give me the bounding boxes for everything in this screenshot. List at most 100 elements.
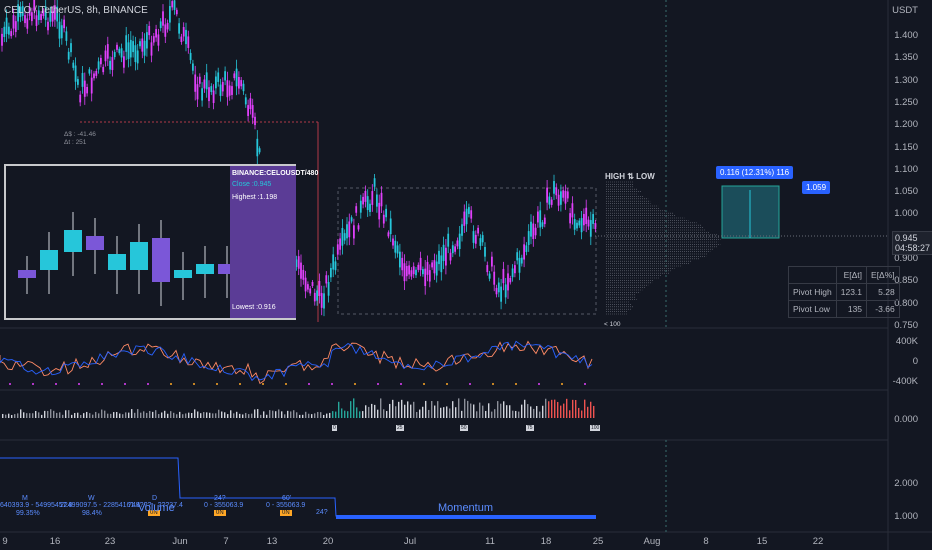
flow-bar bbox=[386, 411, 388, 418]
flow-bar bbox=[179, 411, 181, 418]
flow-bar bbox=[74, 413, 76, 418]
flow-bar bbox=[302, 414, 304, 418]
flow-bar bbox=[101, 409, 103, 418]
candle-body bbox=[127, 42, 130, 60]
candle-body bbox=[42, 10, 45, 17]
candle-body bbox=[242, 83, 245, 92]
inset-panel[interactable]: BINANCE:CELOUSDT/480 Close :0.945 Highes… bbox=[4, 164, 318, 320]
candle-body bbox=[580, 218, 583, 233]
candle-body bbox=[394, 240, 397, 253]
candle-body bbox=[28, 7, 31, 16]
flow-bar bbox=[254, 409, 256, 418]
flow-bar bbox=[578, 407, 580, 418]
flow-bar bbox=[14, 414, 16, 418]
flow-bar bbox=[539, 411, 541, 418]
candle-body bbox=[247, 105, 249, 116]
candle-body bbox=[518, 257, 521, 273]
time-axis-label: 8 bbox=[703, 536, 709, 547]
candle-body bbox=[194, 74, 197, 92]
flow-bar bbox=[98, 413, 100, 418]
flow-bar bbox=[329, 412, 331, 418]
candle-body bbox=[550, 199, 553, 205]
flow-bar bbox=[290, 411, 292, 418]
candle-body bbox=[380, 192, 383, 207]
period-label: W bbox=[88, 495, 95, 502]
flow-bar bbox=[317, 411, 319, 418]
symbol-title[interactable]: CELO / TetherUS, 8h, BINANCE bbox=[4, 5, 148, 16]
candle-body bbox=[461, 224, 463, 236]
candle-body bbox=[120, 48, 123, 58]
candle-body bbox=[221, 82, 224, 92]
flow-bar bbox=[296, 412, 298, 418]
flow-bar bbox=[23, 412, 25, 418]
measure-callout[interactable]: 0.116 (12.31%) 116 bbox=[716, 166, 794, 179]
candle-body bbox=[527, 231, 530, 245]
flow-bar bbox=[461, 410, 463, 418]
flow-bar bbox=[287, 410, 289, 418]
flow-bar bbox=[335, 411, 337, 418]
candle-body bbox=[63, 19, 65, 29]
candle-body bbox=[350, 217, 353, 222]
candle-body bbox=[516, 252, 519, 261]
price-axis-label: 1.200 bbox=[894, 119, 918, 131]
candle-body bbox=[150, 42, 153, 56]
candle-body bbox=[125, 35, 128, 52]
candle-body bbox=[192, 63, 194, 71]
candle-body bbox=[93, 73, 95, 79]
flow-bar bbox=[80, 414, 82, 418]
flow-bar bbox=[305, 411, 307, 418]
flow-bar bbox=[11, 414, 13, 418]
candle-body bbox=[353, 225, 355, 239]
inset-candle bbox=[174, 270, 192, 278]
flow-bar bbox=[410, 404, 412, 418]
range-value: 640393.9 - 54995457.8 bbox=[0, 502, 73, 509]
price-axis-label: 1.050 bbox=[894, 186, 918, 198]
flow-bar bbox=[263, 411, 265, 418]
candle-body bbox=[571, 203, 574, 218]
flow-bar bbox=[173, 412, 175, 418]
candle-body bbox=[327, 282, 330, 296]
flow-bar bbox=[32, 413, 34, 418]
candle-body bbox=[88, 69, 91, 74]
flow-marker: 25 bbox=[396, 425, 404, 431]
delta-price: Δ$ : -41.46 bbox=[64, 131, 96, 138]
osc-dot bbox=[331, 383, 333, 385]
osc-dot bbox=[124, 383, 126, 385]
flow-bar bbox=[476, 411, 478, 418]
candle-body bbox=[511, 268, 514, 278]
flow-bar bbox=[209, 412, 211, 418]
candle-body bbox=[500, 286, 502, 302]
price-axis-label: 1.400 bbox=[894, 30, 918, 41]
osc-dot bbox=[101, 383, 103, 385]
flow-bar bbox=[71, 414, 73, 418]
candle-body bbox=[523, 244, 525, 260]
candle-body bbox=[178, 23, 180, 34]
candle-body bbox=[562, 190, 565, 198]
candle-body bbox=[217, 72, 220, 82]
candle-body bbox=[201, 88, 203, 101]
inset-candle bbox=[196, 264, 214, 274]
candle-body bbox=[343, 233, 346, 241]
candle-body bbox=[422, 269, 424, 275]
target-callout[interactable]: 1.059 bbox=[802, 181, 831, 194]
osc-dot bbox=[584, 383, 586, 385]
flow-bar bbox=[500, 403, 502, 418]
delta-time: Δt : 251 bbox=[64, 139, 87, 146]
flow-bar bbox=[35, 410, 37, 418]
flow-bar bbox=[155, 410, 157, 418]
candle-body bbox=[442, 244, 445, 262]
candle-body bbox=[198, 76, 201, 84]
flow-bar bbox=[443, 407, 445, 418]
flow-bar bbox=[455, 407, 457, 418]
flow-bar bbox=[125, 412, 127, 418]
flow-bar bbox=[20, 409, 22, 418]
price-axis-label: 1.250 bbox=[894, 96, 918, 108]
flow-bar bbox=[485, 410, 487, 418]
candle-body bbox=[589, 220, 592, 237]
candle-body bbox=[166, 22, 169, 30]
flow-bar bbox=[509, 405, 511, 418]
flow-bar bbox=[59, 412, 61, 418]
candle-body bbox=[341, 227, 344, 246]
inset-candle bbox=[64, 230, 82, 252]
candle-body bbox=[373, 178, 376, 187]
